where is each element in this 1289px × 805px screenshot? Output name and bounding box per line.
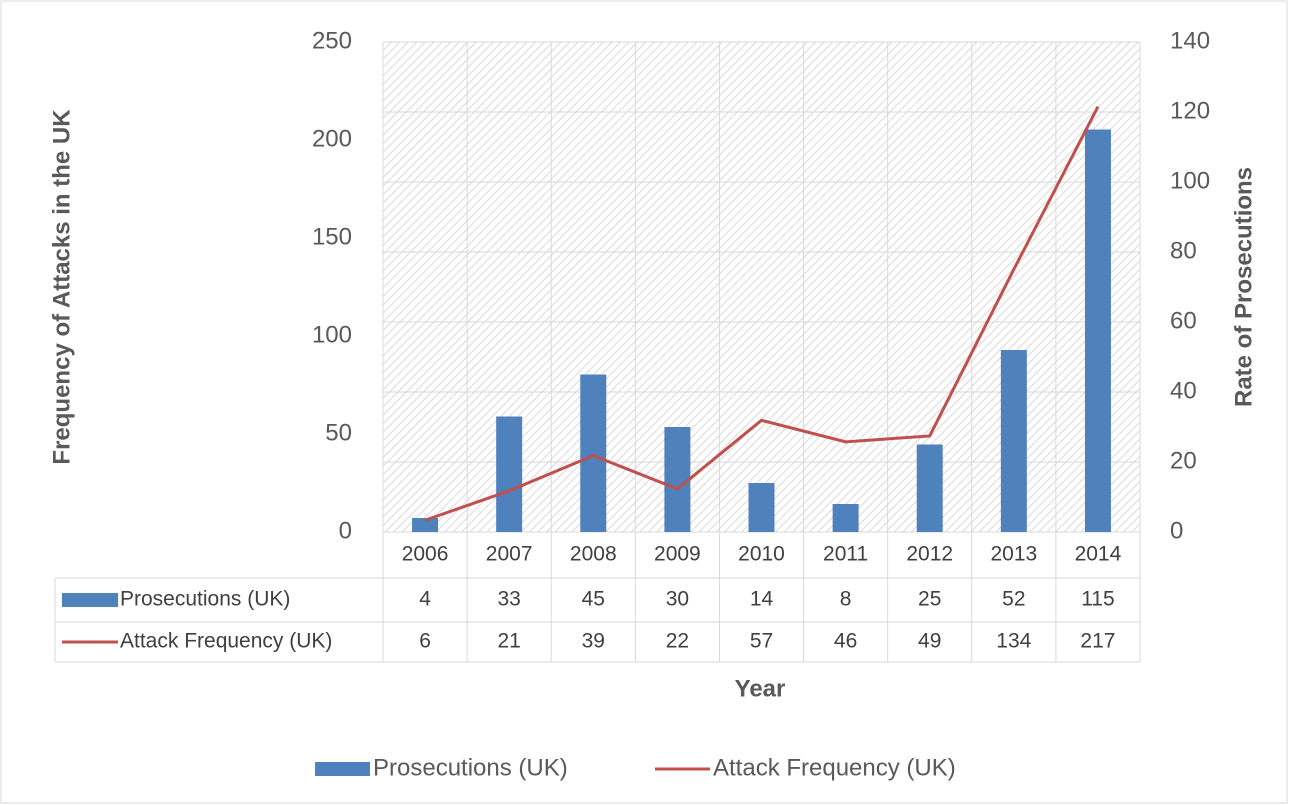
- x-axis-title: Year: [735, 675, 786, 702]
- x-tick-label: 2006: [402, 543, 449, 566]
- table-value: 115: [1081, 588, 1114, 611]
- bar: [580, 374, 607, 532]
- table-value: 134: [996, 630, 1031, 653]
- bar: [496, 416, 523, 532]
- table-value: 21: [497, 630, 520, 653]
- x-tick-label: 2010: [738, 543, 785, 566]
- y2-tick-label: 60: [1170, 307, 1197, 334]
- table-value: 33: [497, 588, 520, 611]
- bar: [1000, 350, 1027, 532]
- x-tick-label: 2012: [906, 543, 953, 566]
- bar: [916, 444, 943, 532]
- legend-label: Attack Frequency (UK): [713, 754, 956, 781]
- table-value: 8: [840, 588, 852, 611]
- y-tick-label: 50: [325, 419, 352, 446]
- legend-label: Prosecutions (UK): [373, 754, 568, 781]
- legend-key: [62, 593, 118, 607]
- x-tick-label: 2011: [823, 543, 868, 566]
- bar: [748, 483, 775, 532]
- y2-tick-label: 40: [1170, 377, 1197, 404]
- x-tick-label: 2007: [486, 543, 533, 566]
- x-tick-label: 2014: [1075, 543, 1122, 566]
- table-value: 39: [582, 630, 605, 653]
- legend-key: [315, 762, 370, 776]
- y2-tick-label: 20: [1170, 447, 1197, 474]
- bar: [664, 427, 691, 532]
- y-tick-label: 250: [312, 27, 352, 54]
- table-value: 52: [1002, 588, 1025, 611]
- table-value: 45: [582, 588, 605, 611]
- x-tick-label: 2013: [990, 543, 1037, 566]
- bar: [412, 518, 439, 532]
- table-value: 4: [419, 588, 431, 611]
- table-series-name: Attack Frequency (UK): [120, 630, 332, 653]
- y-tick-label: 100: [312, 321, 352, 348]
- table-value: 30: [666, 588, 689, 611]
- y2-tick-label: 100: [1170, 167, 1210, 194]
- y2-tick-label: 80: [1170, 237, 1197, 264]
- table-value: 6: [419, 630, 431, 653]
- y2-tick-label: 120: [1170, 97, 1210, 124]
- y-tick-label: 0: [339, 517, 352, 544]
- table-value: 25: [918, 588, 941, 611]
- table-value: 57: [750, 630, 773, 653]
- table-series-name: Prosecutions (UK): [120, 588, 290, 611]
- table-value: 49: [918, 630, 941, 653]
- y-tick-label: 200: [312, 125, 352, 152]
- bar: [832, 504, 859, 532]
- bar: [1084, 129, 1111, 532]
- table-value: 22: [666, 630, 689, 653]
- y2-axis-title: Rate of Prosecutions: [1230, 167, 1257, 407]
- y-tick-label: 150: [312, 223, 352, 250]
- x-tick-label: 2009: [654, 543, 701, 566]
- y2-tick-label: 0: [1170, 517, 1183, 544]
- y2-tick-label: 140: [1170, 27, 1210, 54]
- table-value: 217: [1080, 630, 1115, 653]
- line: [424, 105, 1100, 522]
- x-tick-label: 2008: [570, 543, 617, 566]
- table-value: 46: [834, 630, 857, 653]
- table-value: 14: [750, 588, 774, 611]
- y-axis-title: Frequency of Attacks in the UK: [48, 109, 75, 465]
